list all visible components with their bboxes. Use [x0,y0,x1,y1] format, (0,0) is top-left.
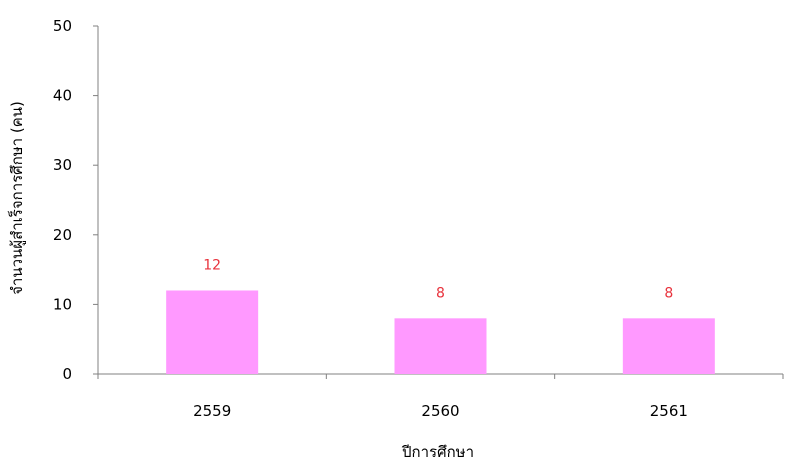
bar-2559 [166,290,259,374]
y-tick-label: 20 [53,226,72,244]
y-tick-label: 50 [53,17,72,35]
y-tick-label: 30 [53,156,72,174]
bar-2561 [622,318,715,374]
y-ticks: 0 10 20 30 40 50 [53,17,98,383]
data-label-2561: 8 [664,285,673,301]
x-tick-label-2561: 2561 [650,402,688,420]
y-tick-label: 40 [53,87,72,105]
x-ticks: 2559 2560 2561 [97,374,784,420]
bars [166,290,715,374]
y-tick-label: 0 [62,365,72,383]
x-tick-label-2559: 2559 [193,402,231,420]
y-tick-label: 10 [53,295,72,313]
data-label-2560: 8 [436,285,445,301]
data-label-2559: 12 [203,257,221,273]
x-axis-title: ปีการศึกษา [401,443,474,461]
y-axis-title: จำนวนผู้สำเร็จการศึกษา (คน) [7,101,26,295]
x-tick-label-2560: 2560 [421,402,459,420]
bar-2560 [394,318,487,374]
data-labels: 12 8 8 [203,257,673,301]
